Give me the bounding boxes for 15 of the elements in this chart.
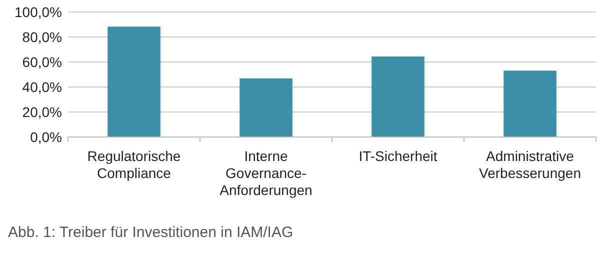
caption: Abb. 1: Treiber für Investitionen in IAM/IAG (8, 224, 294, 241)
bar (372, 56, 424, 137)
y-tick-label: 60,0% (22, 54, 62, 70)
y-tick-label: 100,0% (14, 4, 62, 20)
x-tick-label: Administrative Verbesserungen (479, 148, 581, 181)
y-tick-label: 20,0% (22, 104, 62, 120)
y-tick-label: 0,0% (30, 128, 62, 145)
x-tick-label: Interne Governance-Anforderungen (220, 148, 312, 198)
x-tick-label: Regulatorische Compliance (87, 148, 181, 181)
y-tick-label: 40,0% (22, 78, 62, 95)
bar (108, 26, 160, 137)
bar (240, 78, 292, 137)
x-tick-label: IT-Sicherheit (358, 148, 438, 164)
bar (504, 70, 556, 137)
y-tick-label: 80,0% (22, 28, 62, 45)
